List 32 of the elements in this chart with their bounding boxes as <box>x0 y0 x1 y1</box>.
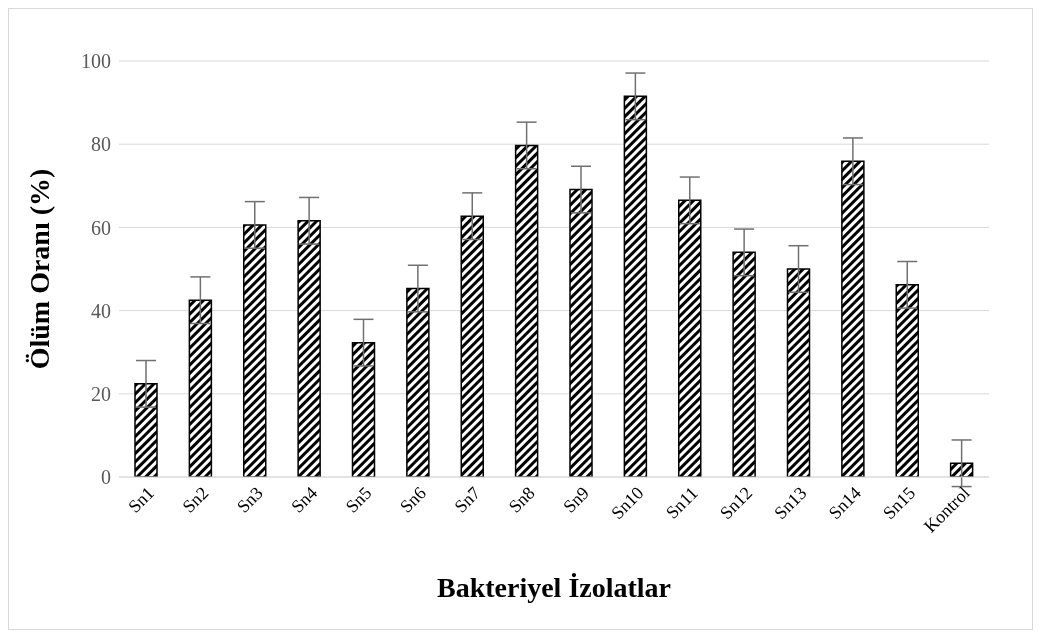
bar <box>732 251 756 477</box>
bar <box>297 219 321 477</box>
bar <box>514 144 539 477</box>
x-tick-label: Sn5 <box>341 482 376 517</box>
x-tick-label: Sn2 <box>178 482 213 517</box>
x-axis-title: Bakteriyel İzolatlar <box>436 572 672 603</box>
y-tick-label: 0 <box>101 466 111 489</box>
x-tick-label: Sn7 <box>450 482 485 517</box>
bar <box>188 299 213 477</box>
y-tick-label: 100 <box>81 50 111 73</box>
bar <box>569 188 593 477</box>
y-tick-label: 60 <box>91 216 111 239</box>
y-axis-title: Ölüm Oranı (%) <box>23 168 55 370</box>
x-tick-label: Sn1 <box>124 482 159 517</box>
x-tick-label: Sn8 <box>504 482 539 517</box>
bar <box>243 224 267 477</box>
bar <box>841 160 865 477</box>
x-tick-label: Sn6 <box>395 482 430 517</box>
bar <box>351 341 376 477</box>
bar <box>406 287 430 477</box>
y-tick-label: 80 <box>91 133 111 156</box>
bar <box>134 383 158 477</box>
bar <box>678 199 702 477</box>
bar <box>460 215 484 477</box>
bar <box>895 284 919 477</box>
bar <box>786 268 811 477</box>
y-tick-label: 40 <box>91 299 111 322</box>
x-tick-label: Sn9 <box>559 482 594 517</box>
x-tick-label: Sn4 <box>287 482 322 517</box>
bar <box>623 95 648 477</box>
x-tick-label: Sn3 <box>232 482 267 517</box>
y-tick-label: 20 <box>91 382 111 405</box>
